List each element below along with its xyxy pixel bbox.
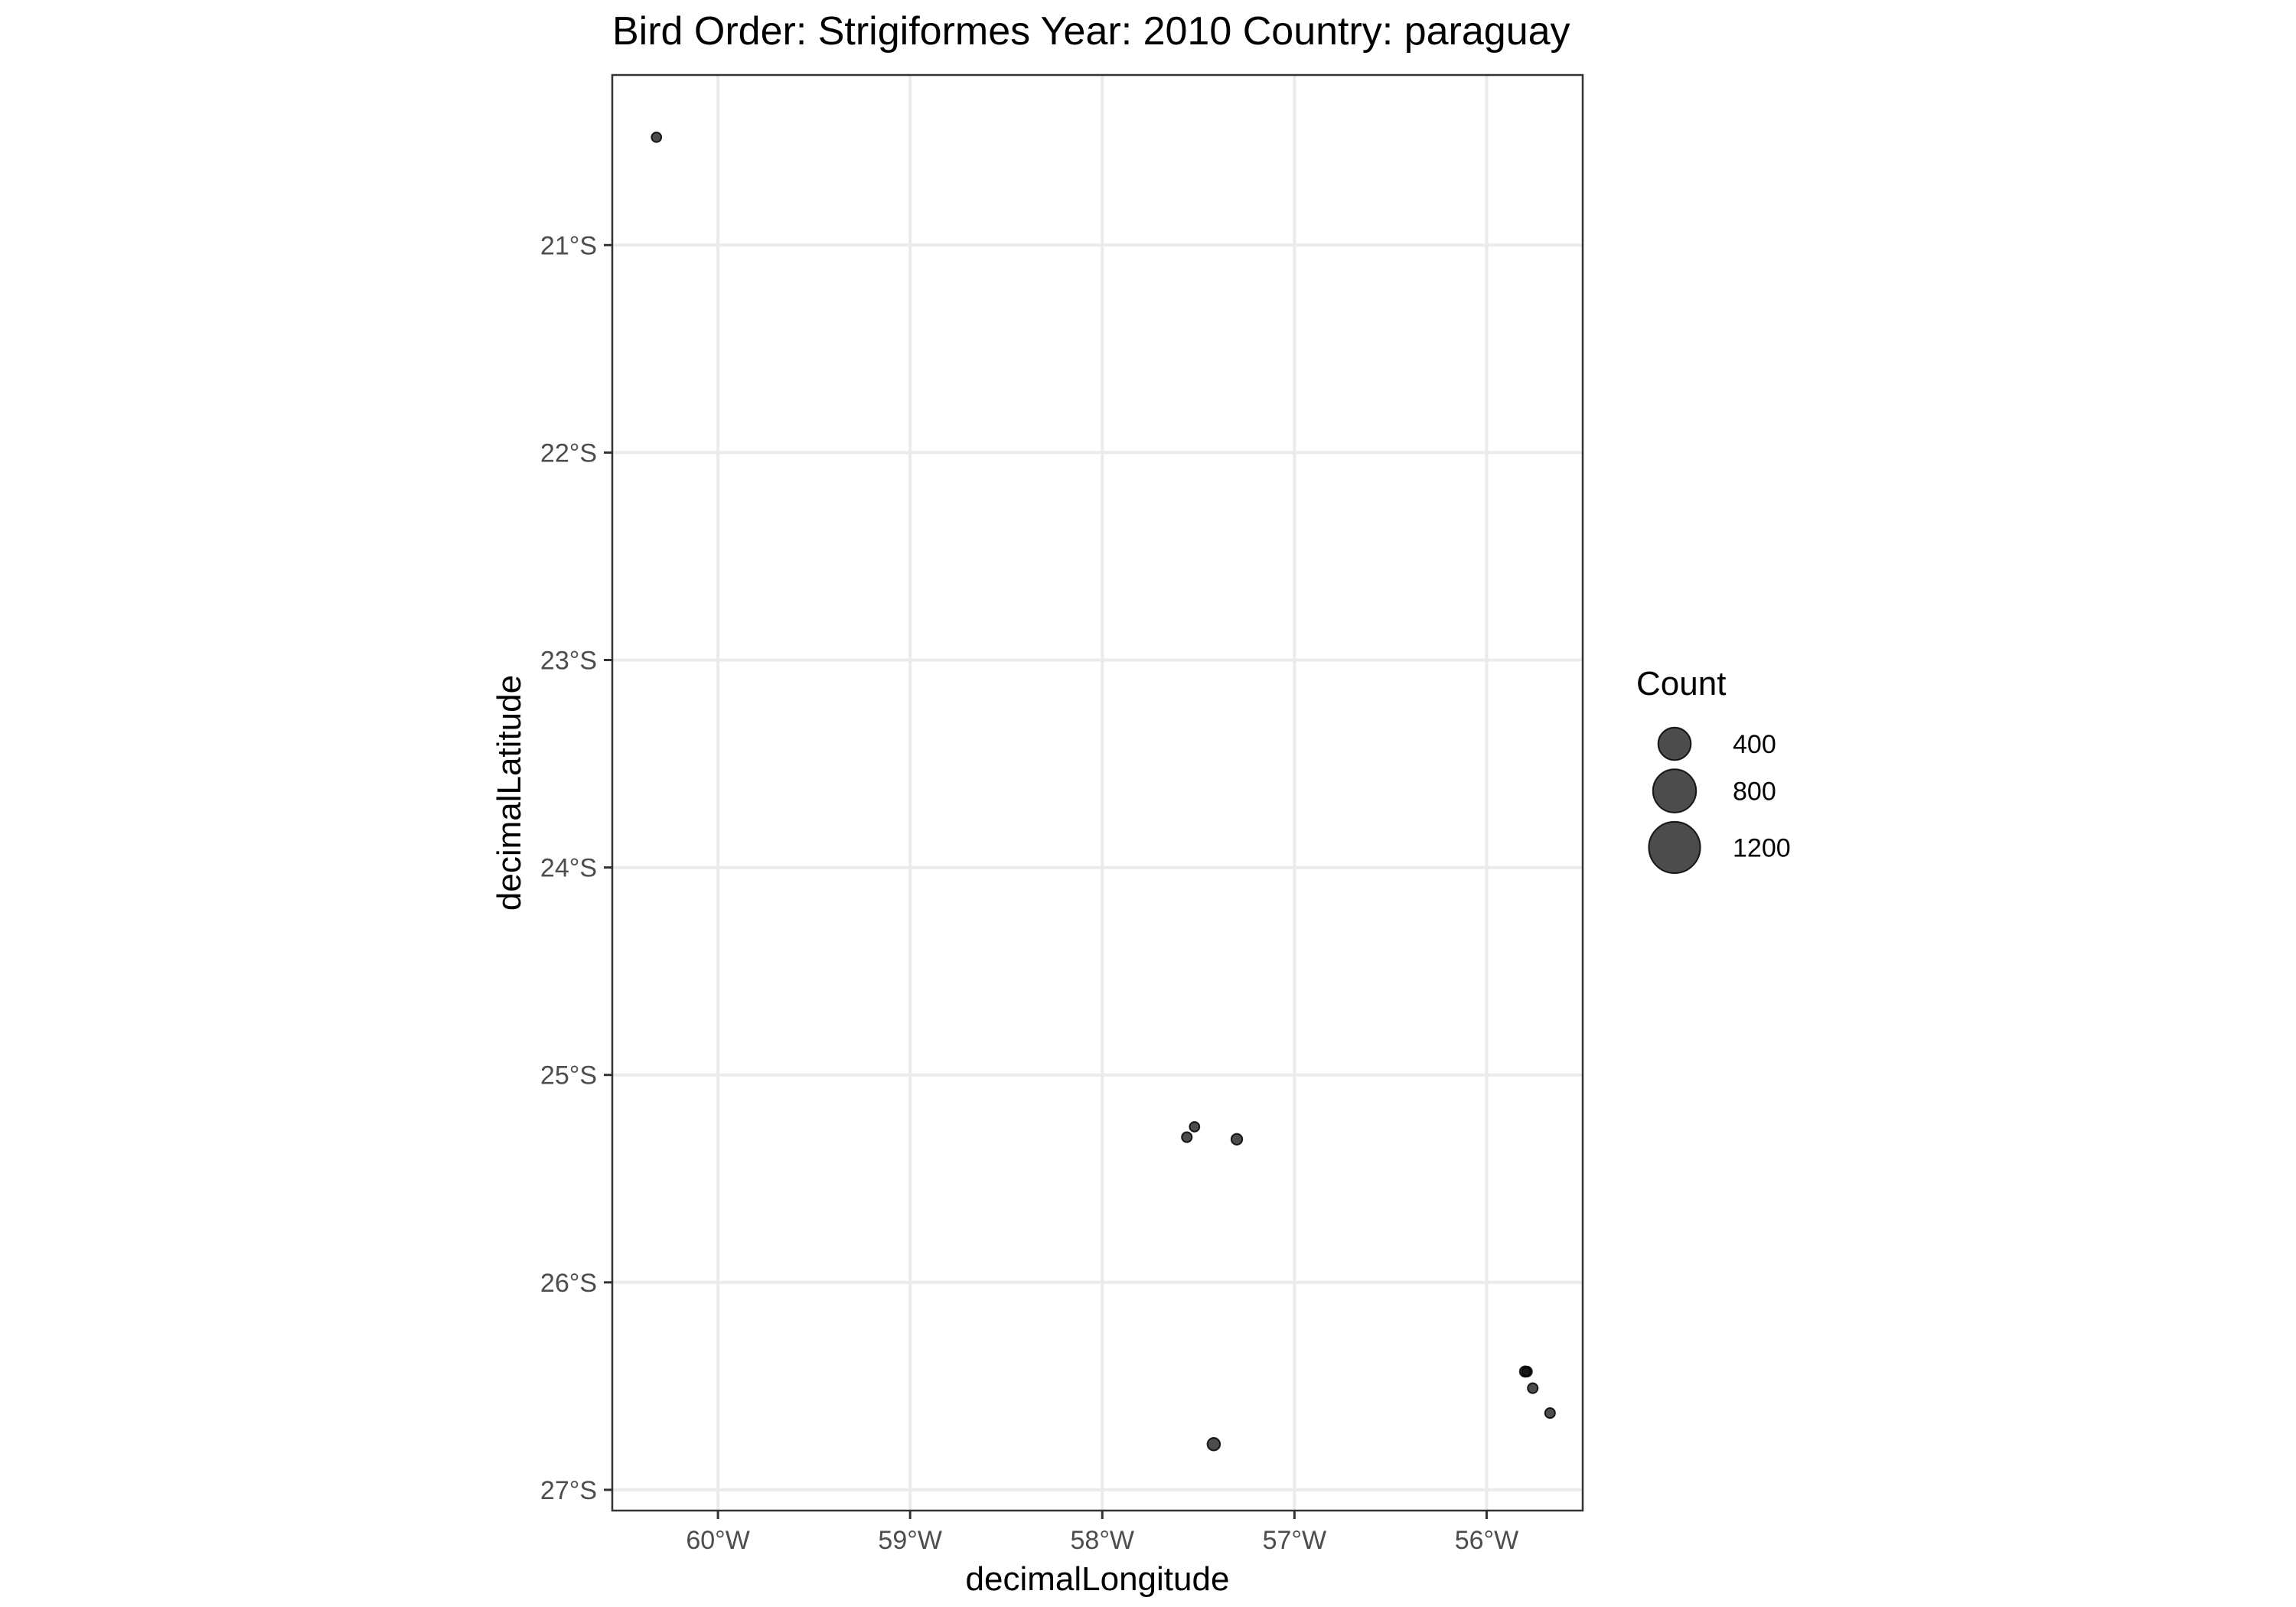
size-legend: Count 400 800 1200 <box>1636 665 1791 875</box>
x-tick-label: 60°W <box>686 1526 750 1555</box>
x-tick-label: 57°W <box>1263 1526 1327 1555</box>
plot-panel <box>611 73 1584 1512</box>
y-tick-label: 25°S <box>540 1061 597 1090</box>
y-tick-label: 22°S <box>540 438 597 468</box>
data-point <box>1521 1365 1533 1377</box>
legend-key <box>1657 726 1692 761</box>
grid-lines <box>612 75 1583 1511</box>
panel-border <box>611 73 1584 1512</box>
data-point <box>651 131 663 143</box>
legend-title: Count <box>1636 665 1726 702</box>
y-tick-label: 24°S <box>540 854 597 883</box>
legend-key <box>1648 820 1701 875</box>
x-tick-label: 56°W <box>1455 1526 1519 1555</box>
data-point <box>1189 1121 1201 1133</box>
y-axis-title: decimalLatitude <box>491 675 528 911</box>
chart-title: Bird Order: Strigiformes Year: 2010 Coun… <box>612 9 1570 54</box>
x-axis: 60°W 59°W 58°W 57°W 56°W <box>686 1511 1518 1555</box>
y-tick-label: 23°S <box>540 646 597 675</box>
legend-key <box>1652 768 1698 813</box>
legend-label: 400 <box>1733 730 1776 759</box>
legend-label: 1200 <box>1733 833 1791 862</box>
y-tick-label: 27°S <box>540 1476 597 1505</box>
x-tick-label: 58°W <box>1071 1526 1135 1555</box>
x-tick-label: 59°W <box>878 1526 942 1555</box>
y-tick-label: 21°S <box>540 231 597 260</box>
y-axis: 21°S 22°S 23°S 24°S 25°S 26°S 27°S <box>540 231 612 1505</box>
data-point <box>1544 1407 1556 1420</box>
x-axis-title: decimalLongitude <box>966 1560 1230 1598</box>
data-points <box>651 131 1556 1452</box>
panel-background <box>612 75 1583 1511</box>
data-point <box>1206 1436 1221 1452</box>
legend-label: 800 <box>1733 777 1776 807</box>
data-point <box>1230 1133 1244 1146</box>
data-point <box>1181 1131 1193 1143</box>
y-tick-label: 26°S <box>540 1269 597 1298</box>
data-point <box>1527 1382 1539 1394</box>
